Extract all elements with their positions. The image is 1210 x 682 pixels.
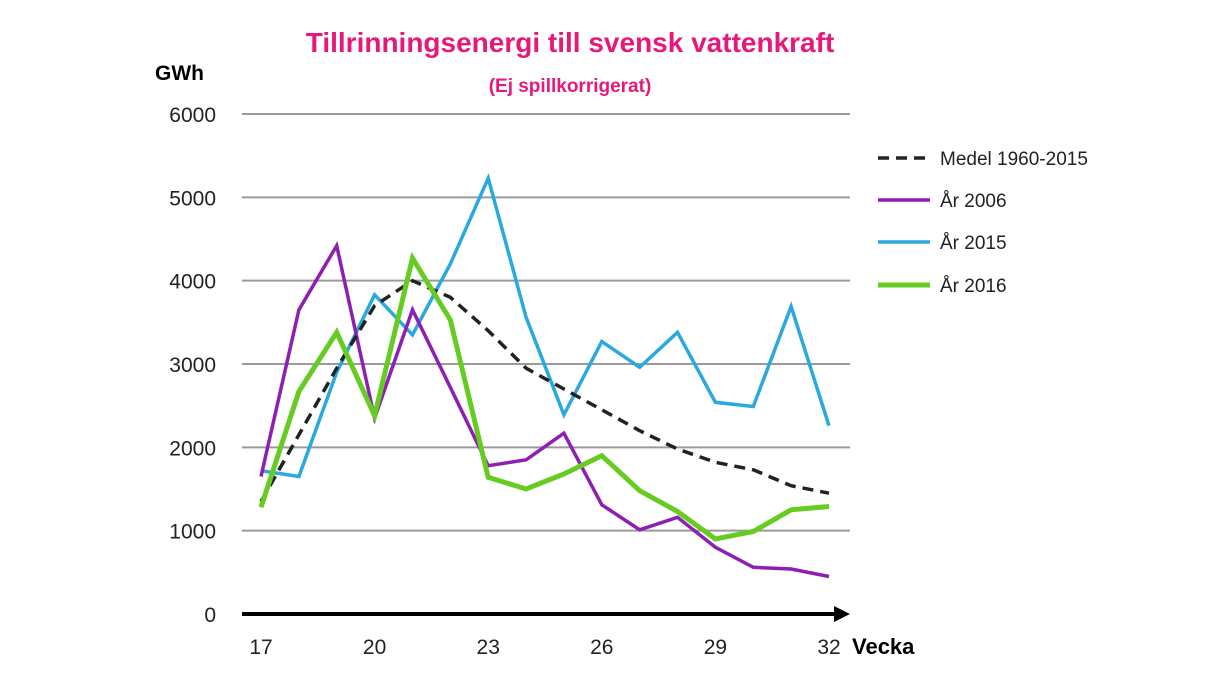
y-axis-unit-label: GWh: [155, 62, 204, 85]
y-tick-label: 2000: [169, 437, 216, 460]
y-tick-label: 4000: [169, 271, 216, 294]
y-tick-label: 3000: [169, 354, 216, 377]
x-tick-label: 20: [363, 636, 386, 659]
y-tick-label: 6000: [169, 104, 216, 127]
chart-title: Tillrinningsenergi till svensk vattenkra…: [306, 27, 835, 58]
legend-label: Medel 1960-2015: [940, 149, 1088, 170]
x-axis-ticks: 17 20 23 26 29 32: [249, 636, 840, 659]
series-line-0: [259, 278, 830, 503]
series-line-3: [258, 251, 830, 542]
chart-subtitle: (Ej spillkorrigerat): [489, 76, 652, 97]
x-tick-label: 26: [590, 636, 613, 659]
y-tick-label: 1000: [169, 521, 216, 544]
gridlines: [242, 113, 850, 532]
series-line-2: [260, 172, 831, 479]
y-axis-ticks: 0 1000 2000 3000 4000 5000 6000: [169, 104, 216, 627]
x-axis-label: Vecka: [852, 634, 915, 659]
series-lines: [258, 172, 831, 579]
series-line-1: [259, 240, 830, 579]
legend: Medel 1960-2015 År 2006 År 2015 År 2016: [878, 149, 1088, 297]
x-axis: [242, 606, 850, 622]
legend-label: År 2015: [940, 233, 1007, 254]
y-tick-label: 5000: [169, 187, 216, 210]
legend-label: År 2006: [940, 191, 1007, 212]
y-tick-label: 0: [204, 604, 216, 627]
x-tick-label: 23: [477, 636, 500, 659]
x-axis-arrowhead: [834, 606, 850, 622]
legend-label: År 2016: [940, 276, 1007, 297]
x-tick-label: 17: [249, 636, 272, 659]
x-tick-label: 29: [704, 636, 727, 659]
x-tick-label: 32: [817, 636, 840, 659]
